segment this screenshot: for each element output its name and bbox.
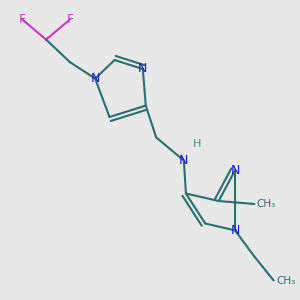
Text: N: N: [91, 72, 100, 85]
Text: F: F: [66, 13, 74, 26]
Text: CH₃: CH₃: [257, 199, 276, 209]
Text: N: N: [230, 224, 240, 237]
Text: N: N: [230, 164, 240, 177]
Text: CH₃: CH₃: [276, 275, 295, 286]
Text: N: N: [179, 154, 188, 167]
Text: N: N: [138, 62, 148, 76]
Text: H: H: [193, 139, 201, 149]
Text: F: F: [19, 13, 26, 26]
